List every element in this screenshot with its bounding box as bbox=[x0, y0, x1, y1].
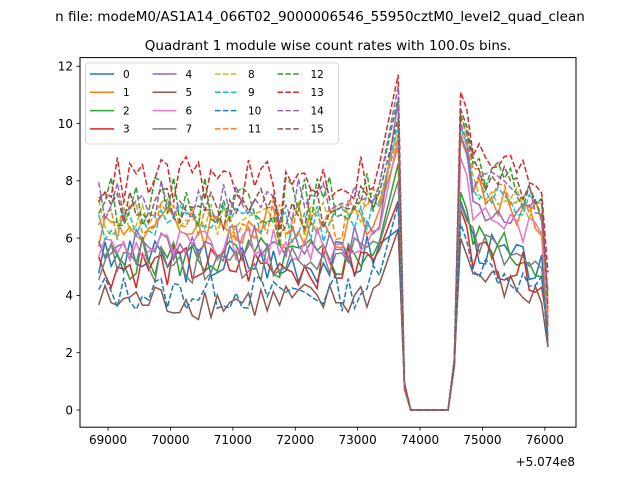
x-tick-label: 69000 bbox=[89, 433, 127, 447]
legend-label: 2 bbox=[123, 105, 130, 117]
legend-label: 6 bbox=[186, 105, 193, 117]
series-layer bbox=[97, 74, 549, 411]
series-line-14 bbox=[97, 86, 549, 411]
y-tick-label: 12 bbox=[58, 59, 73, 73]
x-tick-label: 70000 bbox=[151, 433, 189, 447]
series-line-7 bbox=[97, 180, 549, 411]
legend-label: 8 bbox=[248, 69, 255, 81]
legend-label: 3 bbox=[123, 124, 130, 136]
legend-label: 10 bbox=[248, 105, 261, 117]
plot-area bbox=[79, 57, 577, 428]
series-line-5 bbox=[97, 229, 549, 411]
legend-label: 15 bbox=[311, 124, 324, 136]
x-tick-label: 71000 bbox=[214, 433, 252, 447]
legend-label: 7 bbox=[186, 124, 193, 136]
series-line-6 bbox=[97, 137, 549, 411]
y-tick-label: 10 bbox=[58, 117, 73, 131]
x-axis: 69000 70000 71000 72000 73000 74000 75000 76000 bbox=[89, 427, 564, 447]
y-tick-label: 4 bbox=[65, 289, 73, 303]
legend-label: 4 bbox=[186, 69, 193, 81]
x-tick-label: 75000 bbox=[463, 433, 501, 447]
x-offset-label: +5.074e8 bbox=[516, 455, 575, 469]
y-tick-label: 2 bbox=[65, 346, 73, 360]
y-tick-label: 6 bbox=[65, 231, 73, 245]
legend-label: 13 bbox=[311, 87, 324, 99]
figure-suptitle: n file: modeM0/AS1A14_066T02_9000006546_… bbox=[55, 9, 585, 25]
x-tick-label: 74000 bbox=[401, 433, 439, 447]
axes-frame bbox=[79, 57, 577, 428]
y-tick-label: 8 bbox=[65, 174, 73, 188]
legend-label: 11 bbox=[248, 124, 261, 136]
x-tick-label: 76000 bbox=[526, 433, 564, 447]
series-line-10 bbox=[98, 203, 549, 411]
legend-label: 14 bbox=[311, 105, 325, 117]
y-axis: 0 2 4 6 8 10 12 bbox=[58, 59, 80, 417]
legend-label: 0 bbox=[123, 69, 130, 81]
legend-label: 5 bbox=[186, 87, 193, 99]
legend-label: 12 bbox=[311, 69, 324, 81]
chart-title: Quadrant 1 module wise count rates with … bbox=[145, 38, 511, 54]
x-tick-label: 73000 bbox=[339, 433, 377, 447]
series-line-12 bbox=[98, 97, 549, 411]
series-line-13 bbox=[98, 74, 549, 411]
y-tick-label: 0 bbox=[65, 403, 73, 417]
legend-frame bbox=[85, 62, 339, 145]
legend-label: 9 bbox=[248, 87, 255, 99]
series-line-4 bbox=[97, 100, 549, 411]
x-tick-label: 72000 bbox=[276, 433, 314, 447]
legend-label: 1 bbox=[123, 87, 130, 99]
series-line-15 bbox=[98, 108, 549, 411]
